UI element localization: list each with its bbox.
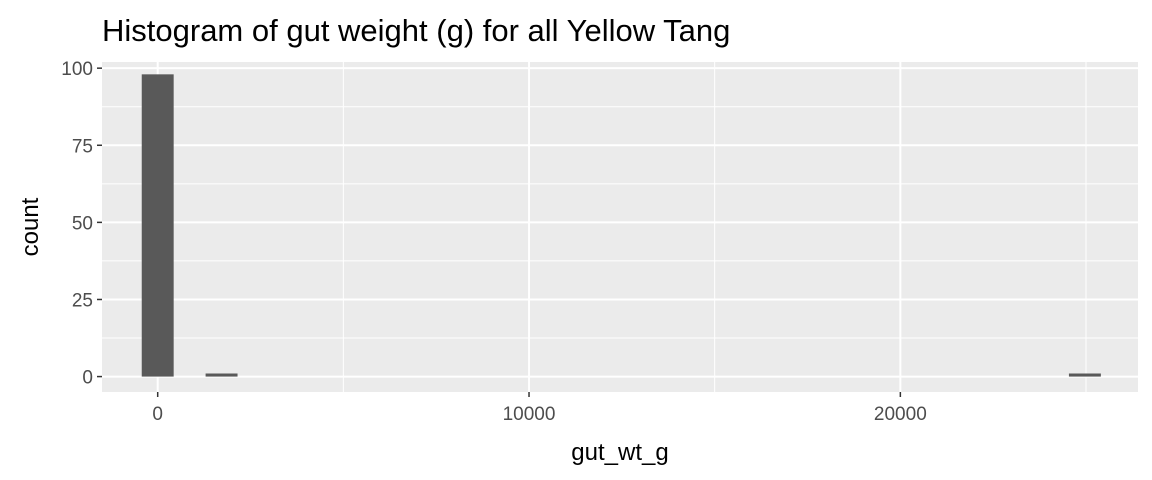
bars bbox=[141, 74, 1101, 377]
y-tick-label-0: 0 bbox=[82, 368, 93, 389]
y-axis-title: count bbox=[17, 197, 44, 256]
x-tick-label-2: 20000 bbox=[874, 404, 927, 425]
y-tick-label-3: 75 bbox=[72, 136, 93, 157]
grid-minor bbox=[102, 62, 1138, 392]
y-axis: 0 25 50 75 100 bbox=[61, 59, 102, 389]
y-tick-label-4: 100 bbox=[61, 59, 93, 80]
histogram-bar-2 bbox=[1068, 373, 1101, 377]
y-tick-label-1: 25 bbox=[72, 290, 93, 311]
chart-title: Histogram of gut weight (g) for all Yell… bbox=[102, 13, 730, 48]
plot-panel bbox=[102, 62, 1138, 392]
x-axis-title: gut_wt_g bbox=[571, 439, 668, 466]
x-axis: 0 10000 20000 bbox=[152, 392, 927, 425]
histogram-bar-1 bbox=[205, 373, 238, 377]
x-tick-label-1: 10000 bbox=[503, 404, 556, 425]
y-tick-label-2: 50 bbox=[72, 213, 93, 234]
histogram-bar-0 bbox=[141, 74, 174, 377]
x-tick-label-0: 0 bbox=[152, 404, 163, 425]
